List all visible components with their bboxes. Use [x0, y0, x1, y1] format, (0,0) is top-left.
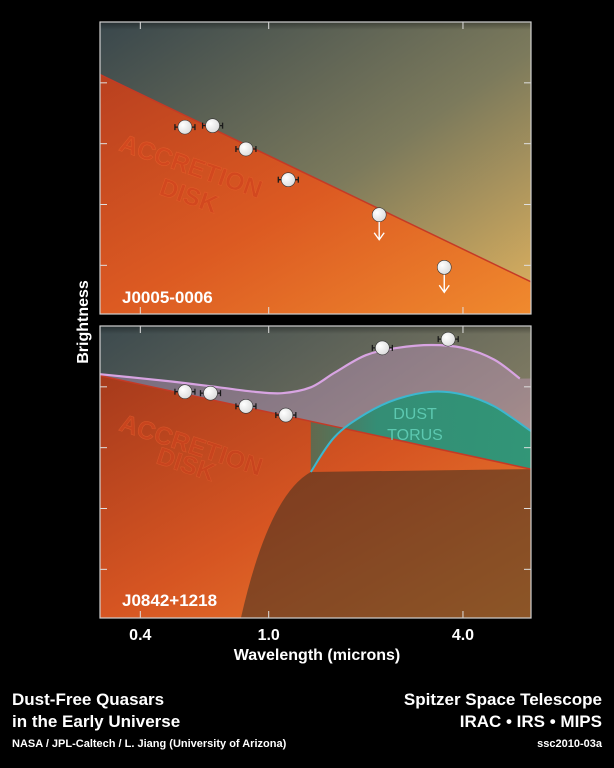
- panel-top-object-label: J0005-0006: [122, 288, 213, 307]
- panel-top: ACCRETION DISK J0005-0006: [99, 21, 532, 315]
- data-point: [280, 172, 296, 187]
- data-point: [375, 340, 390, 356]
- panel-bottom-dust-torus-area: [310, 391, 531, 472]
- x-tick-label: 0.4: [129, 627, 151, 644]
- data-point: [238, 398, 254, 414]
- x-tick-labels: 0.4 1.0 4.0: [129, 627, 474, 644]
- panel-bottom-ticks: [100, 326, 531, 618]
- data-point: [436, 259, 452, 275]
- data-point: [238, 141, 254, 157]
- x-axis-label: Wavelength (microns): [234, 647, 401, 664]
- data-point: [371, 207, 387, 223]
- y-axis-label: Brightness: [75, 280, 92, 364]
- panel-bottom-accretion-disk-line: [100, 374, 531, 470]
- x-tick-label: 4.0: [452, 627, 474, 644]
- data-point: [177, 384, 193, 400]
- data-point: [440, 331, 456, 347]
- caption-image-id: ssc2010-03a: [537, 738, 602, 750]
- data-point: [177, 119, 193, 135]
- panel-bottom: ACCRETION DISK DUST TORUS J0842+1218: [99, 325, 532, 619]
- panel-top-accretion-disk-line: [100, 73, 531, 283]
- panel-bottom-data-points: [174, 331, 459, 423]
- caption-telescope: Spitzer Space Telescope: [403, 690, 602, 709]
- upper-limit-arrowhead: [373, 232, 385, 241]
- data-point: [203, 385, 218, 401]
- caption-title-line2: in the Early Universe: [12, 712, 181, 731]
- panel-bottom-region-label-dust: DUST: [393, 406, 437, 423]
- panel-top-accretion-disk-area: [100, 74, 531, 314]
- data-point: [278, 407, 294, 423]
- panel-top-frame: [99, 21, 532, 315]
- upper-limit-arrowhead: [438, 284, 450, 294]
- panel-top-ticks: [100, 22, 531, 314]
- x-tick-label: 1.0: [258, 627, 280, 644]
- panel-bottom-dust-shadow: [240, 469, 531, 618]
- panel-bottom-object-label: J0842+1218: [122, 591, 217, 610]
- caption-title-line1: Dust-Free Quasars: [12, 690, 165, 709]
- panel-top-data-points: [174, 118, 452, 294]
- caption-credit: NASA / JPL-Caltech / L. Jiang (Universit…: [12, 738, 287, 750]
- panel-bottom-frame: [99, 325, 532, 619]
- caption-instruments: IRAC • IRS • MIPS: [459, 712, 602, 731]
- panel-bottom-total-line: [100, 343, 521, 395]
- panel-bottom-dust-torus-line: [309, 390, 531, 473]
- panel-bottom-region-label-torus: TORUS: [387, 427, 443, 444]
- data-point: [205, 118, 220, 133]
